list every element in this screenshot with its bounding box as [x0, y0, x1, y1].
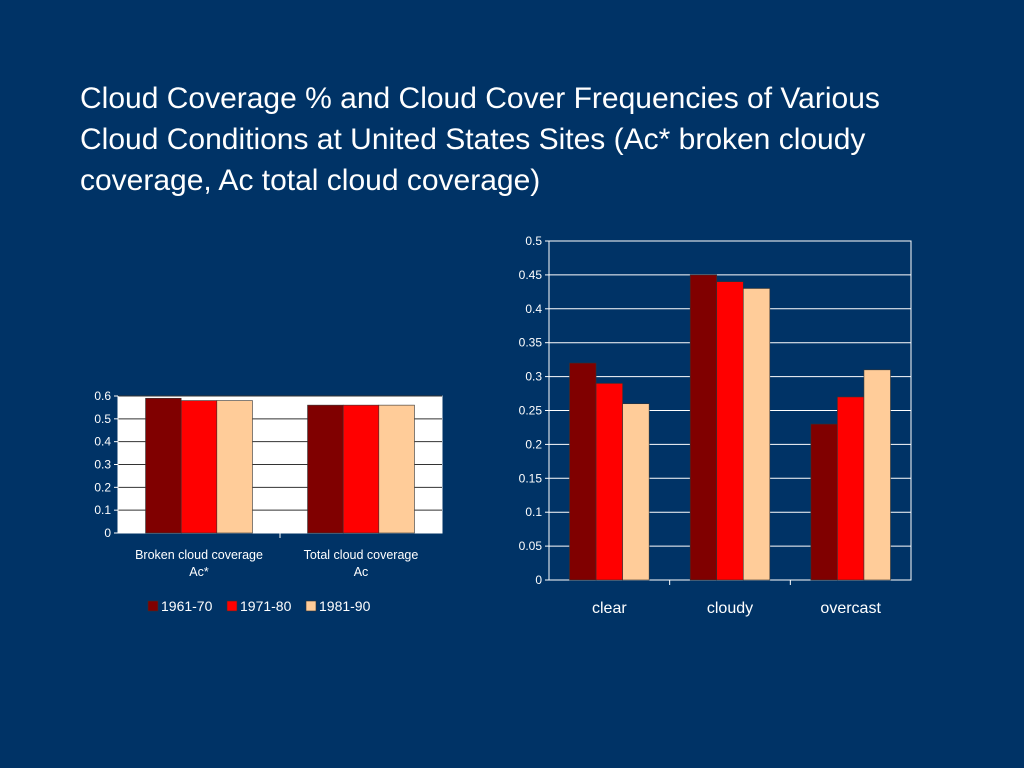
bar [595, 383, 623, 581]
y-tick-label: 0.2 [94, 480, 111, 494]
legend-swatch [147, 600, 159, 612]
bar [837, 396, 865, 581]
legend-swatch [305, 600, 317, 612]
coverage-chart: 0 0.1 0.2 0.3 0.4 0.5 0.6 Broken cloud coverage… [94, 389, 443, 614]
bar [569, 362, 597, 581]
bar [145, 397, 182, 534]
bar [342, 404, 380, 534]
legend-swatch [226, 600, 238, 612]
x-category-label: Ac [354, 565, 369, 579]
y-tick-label: 0.6 [94, 389, 111, 403]
bar [622, 403, 650, 581]
legend-label: 1961-70 [161, 598, 213, 614]
x-category-label: Ac* [189, 565, 209, 579]
bar [378, 404, 415, 534]
y-tick-label: 0.45 [519, 268, 543, 282]
legend-label: 1981-90 [319, 598, 371, 614]
y-tick-label: 0.3 [94, 458, 111, 472]
bar [863, 369, 891, 581]
bar [716, 281, 744, 581]
y-tick-label: 0.4 [525, 302, 542, 316]
y-tick-label: 0.5 [94, 412, 111, 426]
x-category-label: overcast [820, 600, 881, 617]
bar [307, 404, 344, 534]
page-title: Cloud Coverage % and Cloud Cover Frequen… [80, 82, 880, 197]
y-tick-label: 0.4 [94, 435, 111, 449]
y-tick-label: 0.05 [519, 539, 543, 553]
legend-label: 1971-80 [240, 598, 292, 614]
y-tick-label: 0.5 [525, 234, 542, 248]
y-tick-label: 0.35 [519, 336, 543, 350]
bar [689, 274, 718, 581]
y-tick-label: 0.1 [94, 503, 111, 517]
x-category-label: Broken cloud coverage [135, 548, 263, 562]
x-category-label: clear [592, 600, 627, 617]
x-category-label: cloudy [707, 600, 753, 617]
x-category-label: Total cloud coverage [304, 548, 419, 562]
bar [180, 400, 218, 534]
y-tick-label: 0 [535, 573, 542, 587]
y-tick-label: 0 [104, 526, 111, 540]
y-tick-label: 0.3 [525, 370, 542, 384]
y-tick-label: 0.25 [519, 404, 543, 418]
frequency-chart: 0 0.05 0.1 0.15 0.2 0.25 0.3 0.35 0.4 0.45 0.5 clea… [519, 234, 912, 617]
y-tick-label: 0.1 [525, 505, 542, 519]
bar [742, 288, 771, 581]
bar [810, 423, 838, 581]
y-tick-label: 0.2 [525, 437, 542, 451]
bar [216, 400, 253, 534]
y-tick-label: 0.15 [519, 471, 543, 485]
